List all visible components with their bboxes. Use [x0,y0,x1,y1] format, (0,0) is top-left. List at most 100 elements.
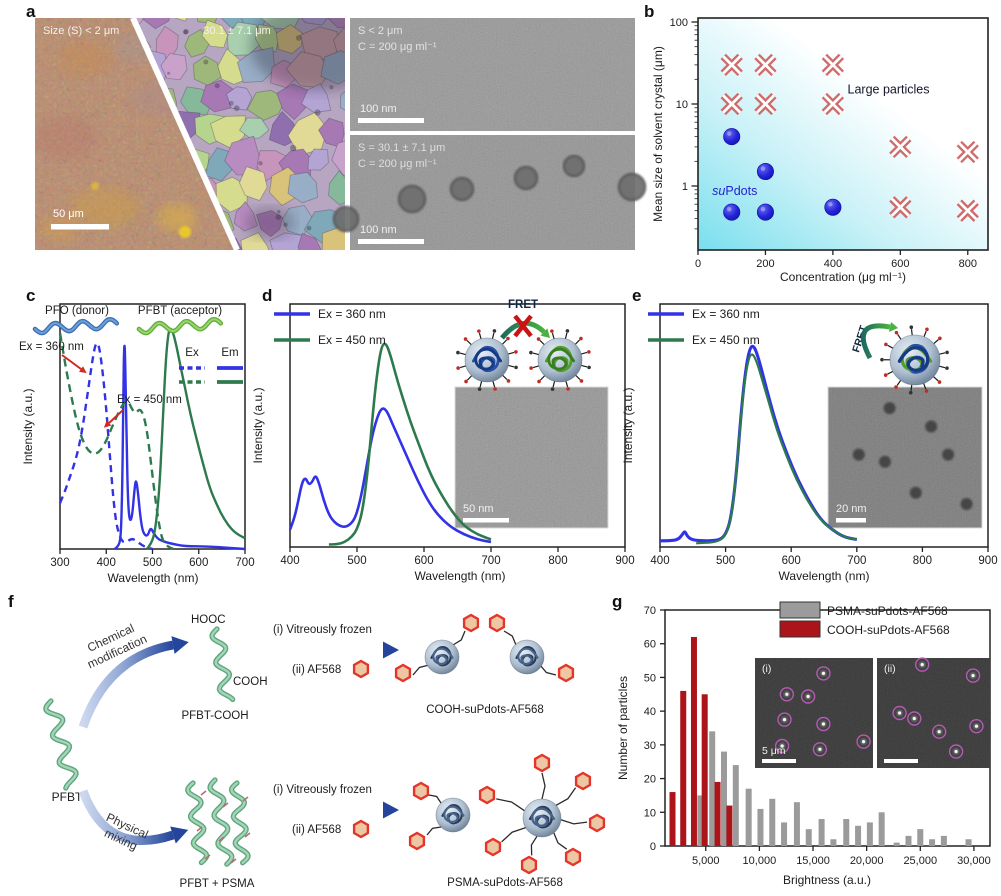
linker [539,664,557,676]
polymer-coil [443,805,465,824]
ex450-annotation: Ex = 450 nm [117,394,182,406]
y-tick-label: 0 [650,841,656,853]
vesicle [332,205,360,233]
tem-caption: S < 2 μm [358,25,403,37]
legend-swatch-cooh [779,620,821,638]
linker [541,772,546,800]
x-tick-label: 10,000 [743,855,777,867]
reactant-label: PFBT [52,790,83,804]
plot-background [698,18,988,250]
x-tick-label: 700 [847,555,866,567]
af568-dye [557,663,575,683]
vesicle [397,184,427,214]
route-arrow-bottom [78,789,175,845]
polymer-coil [531,807,556,828]
route-arrow-top [78,640,174,729]
particle-circle [800,689,816,704]
supdot-marker [756,163,774,181]
legend-ex-header: Ex [185,347,199,359]
x-tick-label: 400 [280,555,299,567]
supdot-particle [435,797,471,833]
vesicle [617,172,647,202]
polymer-coil [432,647,454,666]
hooc-label: HOOC [191,614,226,626]
annotation: Large particles [848,82,930,96]
annotation-arrow [108,409,124,424]
bar [893,842,900,846]
y-tick-label: 60 [644,639,656,651]
linker [426,826,442,836]
plot-frame [697,17,989,251]
fret-label: FRET [508,299,538,311]
bar [830,839,837,846]
bar [697,795,704,846]
product-bottom-label: PSMA-suPdots-AF568 [447,877,563,889]
linker [503,630,517,646]
bar [805,829,812,846]
x-tick-label: 600 [891,258,909,270]
x-tick-label: 900 [978,555,997,567]
particle-circle [969,718,984,734]
series-curve [113,344,246,551]
series-curve [696,353,857,545]
y-tick-label: 100 [670,17,688,29]
particle-circle [907,711,922,726]
bar [940,835,947,846]
af568-dye [564,847,582,867]
particle-circle [965,668,981,683]
af568-dye [484,837,502,857]
supdot-particle [537,337,583,383]
y-axis-title: Intensity (a.u.) [251,387,265,463]
annotation: suPdots [712,184,757,198]
series-curve [328,342,492,546]
legend-entry: PSMA-suPdots-AF568 [827,604,948,618]
supdot-tem-particle [883,402,896,415]
fret-blocked-cartoon: FRET [456,299,591,391]
supdot-particle [889,334,941,386]
x-tick-label: 20,000 [850,855,884,867]
bar [720,751,727,846]
panel-b-phase-scatter: 1 10 100 0 200 400 600 800 Large particles suPdot… [651,17,989,284]
step-label-ii: (ii) AF568 [292,824,341,836]
inset-label: (ii) [884,663,896,675]
bar [726,805,733,846]
panel-label-d: d [262,286,273,305]
y-tick-label: 40 [644,706,656,718]
x-tick-label: 300 [50,557,69,569]
af568-dye [394,663,412,683]
scalebar [836,518,866,523]
scalebar-label: 50 nm [463,503,494,515]
panel-e-spectra: 400 500 600 700 800 900 Wavelength (nm) Intensi… [621,303,998,583]
ex360-annotation: Ex = 360 nm [19,341,84,353]
af568-dye [408,831,426,851]
linker [501,827,526,843]
af568-dye [533,753,551,773]
y-axis-title: Intensity (a.u.) [621,387,635,463]
panel-label-g: g [612,592,623,611]
panel-label-a: a [26,2,36,21]
supdot-tem-particle [909,486,922,499]
polymer-coil [547,347,576,371]
af568-dye [462,613,480,633]
large-particle-marker [821,53,845,77]
bar [793,802,800,846]
vesicle [513,165,539,191]
particle-circle [915,657,930,672]
scalebar [358,118,424,123]
series-curve [145,327,246,550]
x-tick-label: 200 [756,258,774,270]
particle-circle [774,738,790,754]
x-tick-label: 800 [913,555,932,567]
y-tick-label: 50 [644,672,656,684]
polymer-coil [897,346,930,372]
panel-d-spectra: 400 500 600 700 800 900 Wavelength (nm) Intensi… [251,299,635,583]
supdot-particle [509,639,545,675]
cooh-label: COOH [233,676,268,688]
series-curve [288,407,492,544]
x-tick-label: 600 [414,555,433,567]
annotation-arrow [61,354,82,370]
bar [929,839,936,846]
x-tick-label: 400 [650,555,669,567]
tem-caption: C = 200 μg ml⁻¹ [358,41,437,53]
